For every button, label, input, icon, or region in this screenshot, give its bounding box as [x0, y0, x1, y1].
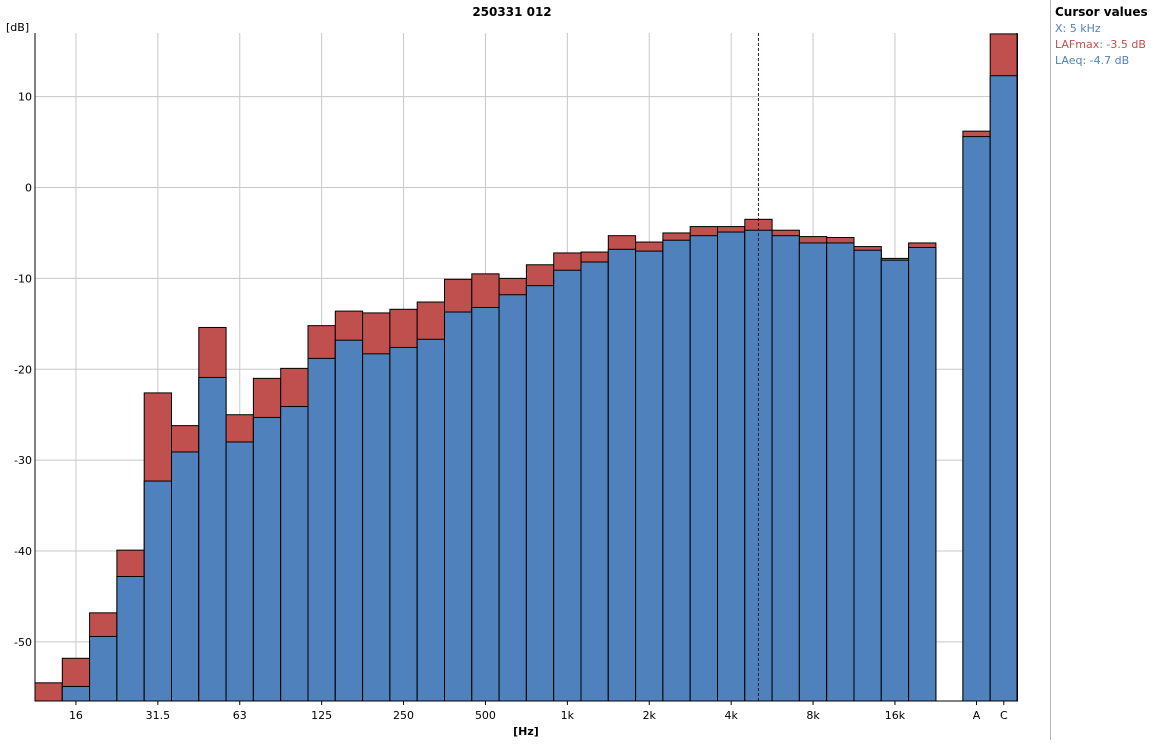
y-tick-label: -50 — [14, 636, 32, 649]
x-tick-label: 16 — [69, 709, 83, 722]
x-tick-label: A — [973, 709, 981, 722]
laeq-bar — [989, 75, 1019, 702]
y-tick-label: 10 — [18, 91, 32, 104]
cursor-values-title: Cursor values — [1055, 5, 1148, 19]
bars — [34, 33, 1019, 702]
laeq-bar — [498, 294, 527, 702]
laeq-bar — [689, 235, 719, 702]
spectrum-chart[interactable]: 250331 012 [dB] [Hz] 100-10-20-30-40-50 … — [0, 0, 1050, 744]
laeq-bar — [853, 249, 882, 702]
laeq-bar — [553, 269, 582, 702]
x-tick-label: 8k — [806, 709, 820, 722]
laeq-bar — [89, 635, 118, 702]
laeq-bar — [116, 575, 145, 702]
cursor-x-value: X: 5 kHz — [1055, 22, 1101, 35]
laeq-bar — [771, 235, 800, 702]
axes — [34, 33, 1018, 702]
cursor-values-panel: Cursor values X: 5 kHz LAFmax: -3.5 dB L… — [1050, 0, 1164, 740]
laeq-bar — [171, 451, 200, 702]
laeq-bar — [471, 306, 500, 702]
x-tick-label: C — [1000, 709, 1008, 722]
laeq-bar — [280, 406, 309, 702]
laeq-bar — [880, 259, 910, 702]
laeq-bar — [798, 242, 828, 702]
laeq-bar — [61, 685, 91, 702]
laeq-bar — [334, 339, 364, 702]
lafmax-bar — [34, 682, 63, 702]
chart-title: 250331 012 — [472, 5, 551, 19]
laeq-bar — [635, 250, 664, 702]
laeq-bar — [225, 441, 254, 702]
laeq-bar — [607, 248, 637, 702]
y-tick-label: 0 — [25, 182, 32, 195]
laeq-bar — [444, 311, 473, 702]
y-tick-label: -10 — [14, 272, 32, 285]
x-tick-label: 125 — [311, 709, 332, 722]
laeq-bar — [307, 357, 336, 702]
laeq-bar — [580, 261, 609, 702]
x-ticks: 16 31.5 63 125 250 500 1k 2k 4k 8k 16k A C — [69, 701, 1008, 722]
laeq-bar — [525, 285, 555, 702]
cursor-laeq-value: LAeq: -4.7 dB — [1055, 54, 1130, 67]
y-axis-label: [dB] — [6, 21, 29, 34]
laeq-bar — [389, 346, 418, 702]
x-tick-label: 63 — [233, 709, 247, 722]
y-tick-label: -20 — [14, 363, 32, 376]
laeq-bar — [908, 246, 937, 702]
x-tick-label: 2k — [643, 709, 657, 722]
x-tick-label: 500 — [475, 709, 496, 722]
x-axis-label: [Hz] — [513, 725, 539, 738]
y-tick-label: -30 — [14, 454, 32, 467]
laeq-bar — [416, 338, 446, 702]
laeq-bar — [962, 136, 991, 702]
y-tick-label: -40 — [14, 545, 32, 558]
laeq-bar — [198, 376, 227, 702]
cursor-lafmax-value: LAFmax: -3.5 dB — [1055, 38, 1146, 51]
y-ticks: 10 0 -10 -20 -30 -40 -50 — [14, 91, 32, 649]
x-tick-label: 16k — [885, 709, 906, 722]
laeq-bar — [143, 480, 172, 702]
laeq-bar — [826, 242, 855, 702]
x-tick-label: 1k — [561, 709, 575, 722]
x-tick-label: 31.5 — [146, 709, 171, 722]
x-tick-label: 4k — [724, 709, 738, 722]
laeq-bar — [362, 353, 391, 702]
laeq-bar — [252, 416, 282, 702]
laeq-bar — [717, 231, 746, 702]
x-tick-label: 250 — [393, 709, 414, 722]
laeq-bar — [662, 239, 691, 702]
